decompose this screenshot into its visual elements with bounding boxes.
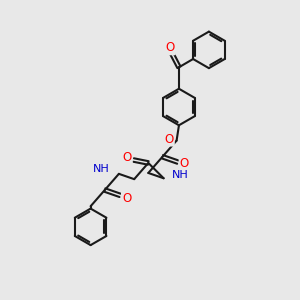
Text: O: O [122, 192, 131, 205]
Text: O: O [165, 133, 174, 146]
Text: NH: NH [172, 170, 189, 180]
Text: O: O [180, 157, 189, 170]
Text: O: O [122, 151, 132, 164]
Text: O: O [166, 41, 175, 54]
Text: NH: NH [93, 164, 110, 173]
